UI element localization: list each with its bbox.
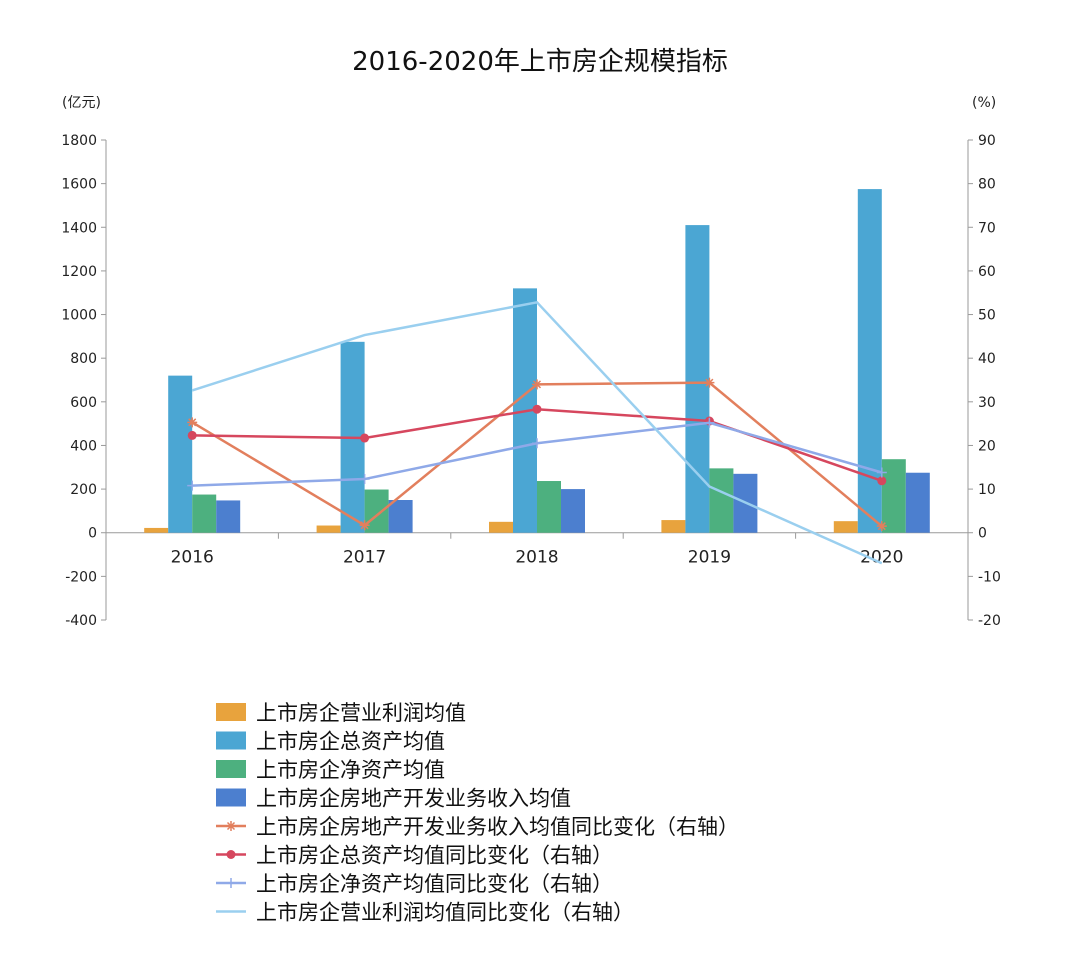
bar [192,494,217,533]
bars [144,189,930,533]
left-axis-unit: (亿元) [62,95,101,111]
legend-swatch [216,703,246,721]
left-tick-label: 400 [70,438,97,454]
right-tick-label: -10 [978,569,1001,585]
x-tick-label: 2018 [515,548,558,568]
right-tick-label: -20 [978,613,1001,629]
legend-label: 上市房企营业利润均值同比变化（右轴） [256,901,634,925]
bar [537,481,561,533]
point-circle [226,850,236,859]
right-tick-label: 90 [978,133,996,149]
left-tick-label: -200 [65,569,97,585]
point-plus [187,480,198,491]
series-line [191,300,883,565]
legend-label: 上市房企净资产均值同比变化（右轴） [256,872,613,896]
bar [685,225,710,533]
bar [905,472,930,533]
left-tick-label: 1000 [61,308,97,324]
point-plus [876,467,887,478]
bar [168,375,193,533]
point-plus [532,438,542,449]
right-tick-label: 30 [978,395,996,411]
legend-label: 上市房企净资产均值 [256,758,445,782]
right-tick-label: 40 [978,351,996,367]
left-tick-label: 200 [70,482,97,498]
point-plus [226,878,236,888]
bar [364,489,389,533]
right-tick-label: 50 [978,308,996,324]
legend-label: 上市房企总资产均值同比变化（右轴） [256,844,613,868]
bar [216,500,241,533]
x-tick-label: 2019 [688,548,731,568]
right-tick-label: 60 [978,264,996,280]
point-plus [359,474,370,485]
point-star [704,377,715,388]
point-star [187,417,198,428]
point-circle [877,476,887,486]
left-tick-label: -400 [65,613,97,629]
x-tick-label: 2016 [171,548,214,568]
point-star [876,521,887,532]
legend-swatch [216,731,246,750]
point-star [532,379,542,390]
bar [144,527,169,533]
left-tick-label: 1800 [61,133,97,149]
right-tick-label: 20 [978,438,996,454]
right-axis-unit: (%) [972,95,996,111]
bar [881,459,906,533]
legend-label: 上市房企营业利润均值 [256,701,466,725]
point-star [359,520,370,531]
right-tick-label: 70 [978,220,996,236]
legend-label: 上市房企总资产均值 [256,730,445,754]
point-star [226,821,236,831]
left-tick-label: 800 [70,351,97,367]
line-series [187,300,887,565]
legend-label: 上市房企房地产开发业务收入均值 [256,787,571,811]
left-tick-label: 1400 [61,220,97,236]
left-tick-label: 600 [70,395,97,411]
left-tick-label: 1600 [61,177,97,193]
point-circle [360,433,370,443]
right-tick-label: 0 [978,526,987,542]
bar [833,521,858,533]
legend-swatch [216,788,246,807]
bar [489,521,513,533]
point-circle [187,430,197,440]
point-circle [532,404,542,414]
bar [316,525,341,533]
bar [561,489,585,533]
chart-title: 2016-2020年上市房企规模指标 [352,47,728,77]
left-tick-label: 0 [88,526,97,542]
right-tick-label: 10 [978,482,996,498]
legend: 上市房企营业利润均值上市房企总资产均值上市房企净资产均值上市房企房地产开发业务收… [216,701,739,925]
right-tick-label: 80 [978,177,996,193]
legend-label: 上市房企房地产开发业务收入均值同比变化（右轴） [256,815,739,839]
axes: -400-20002004006008001000120014001600180… [61,133,1001,629]
bar [709,468,734,533]
x-tick-label: 2020 [860,548,903,568]
left-tick-label: 1200 [61,264,97,280]
x-tick-label: 2017 [343,548,386,568]
bar [661,520,686,533]
point-plus [704,417,715,428]
legend-swatch [216,760,246,778]
bar [388,500,413,533]
